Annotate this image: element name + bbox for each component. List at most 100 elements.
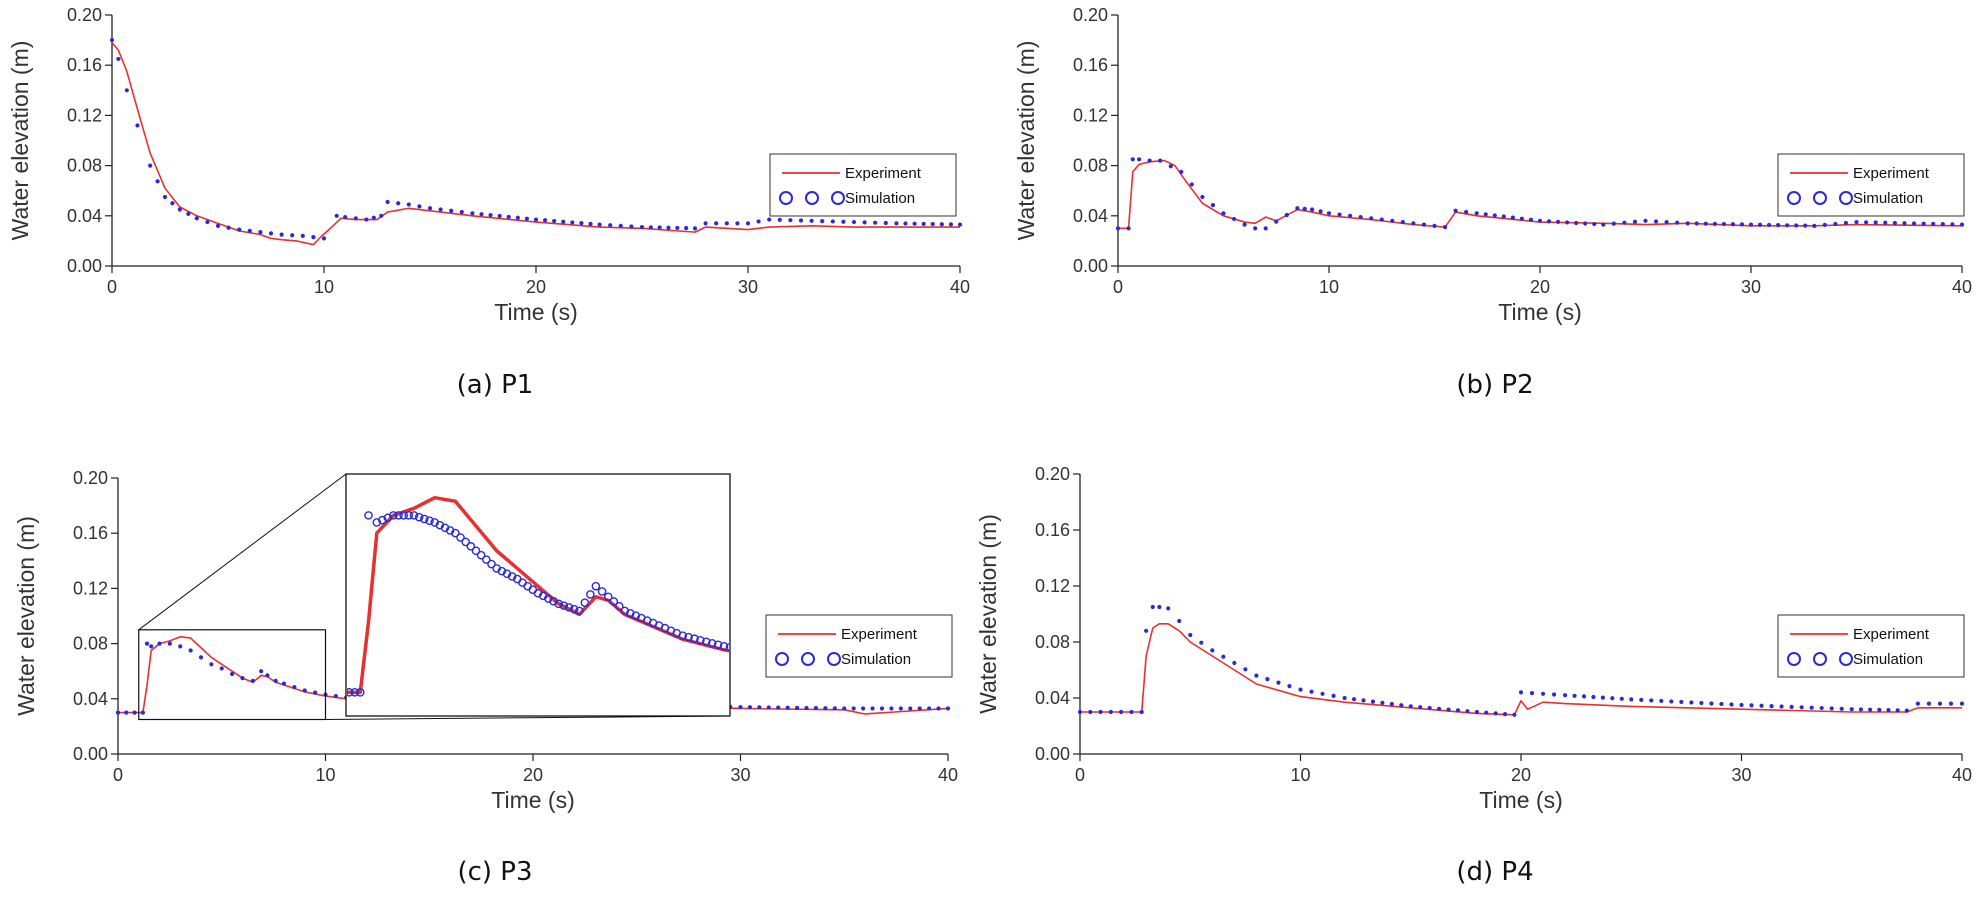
simulation-point	[1931, 221, 1936, 227]
simulation-point	[1903, 678, 1910, 685]
simulation-point	[1210, 203, 1216, 208]
simulation-point	[1639, 676, 1646, 683]
simulation-point	[1757, 222, 1763, 227]
simulation-point	[1146, 662, 1153, 669]
simulation-point	[290, 233, 295, 238]
simulation-point	[620, 606, 630, 616]
simulation-point	[1799, 705, 1804, 710]
simulation-point	[1437, 706, 1442, 711]
simulation-point	[178, 644, 183, 649]
simulation-point	[1295, 206, 1300, 211]
simulation-point	[1075, 652, 1082, 659]
simulation-point	[1691, 677, 1698, 684]
simulation-point	[1157, 604, 1162, 610]
simulation-point	[247, 228, 252, 233]
simulation-point	[1318, 661, 1325, 668]
simulation-point	[1150, 604, 1155, 610]
y-tick-label: 0.12	[1073, 105, 1108, 125]
simulation-point	[209, 662, 214, 667]
simulation-point	[292, 684, 297, 690]
simulation-point	[756, 219, 761, 224]
simulation-point	[1662, 677, 1669, 684]
simulation-point	[564, 603, 574, 612]
simulation-point	[1483, 212, 1488, 217]
simulation-point	[420, 514, 429, 524]
simulation-point	[1529, 674, 1536, 681]
simulation-point	[449, 208, 454, 213]
x-tick-label: 40	[1952, 277, 1972, 297]
simulation-point	[1851, 678, 1858, 685]
simulation-point	[1604, 676, 1611, 683]
legend-simulation-label: Simulation	[845, 190, 915, 207]
simulation-point	[1352, 665, 1359, 672]
simulation-point	[1382, 666, 1389, 673]
simulation-point	[707, 638, 717, 648]
simulation-point	[313, 690, 318, 695]
simulation-point	[1340, 664, 1347, 671]
simulation-point	[1703, 221, 1708, 226]
simulation-point	[1388, 667, 1395, 674]
simulation-point	[109, 38, 115, 43]
simulation-point	[1331, 693, 1336, 699]
simulation-point	[967, 672, 974, 679]
simulation-point	[1405, 668, 1412, 675]
simulation-point	[767, 217, 772, 222]
simulation-point	[1320, 691, 1325, 696]
simulation-point	[466, 542, 476, 551]
simulation-point	[1278, 657, 1285, 664]
legend-simulation-marker	[779, 191, 793, 205]
simulation-point	[1874, 678, 1881, 685]
simulation-point	[1669, 699, 1674, 704]
simulation-point	[124, 88, 129, 93]
y-tick-label: 0.08	[1073, 156, 1108, 176]
simulation-point	[1581, 694, 1587, 699]
simulation-point	[1193, 668, 1200, 675]
simulation-point	[1130, 157, 1135, 162]
simulation-point	[1284, 658, 1291, 665]
simulation-point	[1633, 676, 1640, 683]
simulation-point	[1380, 700, 1385, 705]
simulation-point	[1583, 221, 1588, 226]
simulation-point	[1551, 692, 1557, 697]
simulation-point	[1205, 669, 1212, 676]
simulation-point	[476, 550, 486, 560]
simulation-point	[1116, 657, 1123, 664]
simulation-point	[713, 640, 723, 650]
simulation-point	[725, 643, 729, 652]
simulation-point	[1685, 677, 1692, 684]
simulation-point	[917, 706, 922, 711]
simulation-point	[908, 706, 913, 711]
simulation-point	[456, 533, 465, 542]
simulation-point	[1709, 701, 1714, 706]
simulation-point	[1108, 709, 1113, 715]
simulation-point	[1685, 221, 1690, 226]
simulation-point	[542, 218, 548, 223]
simulation-point	[894, 221, 899, 226]
simulation-point	[597, 222, 602, 227]
simulation-point	[1877, 707, 1882, 713]
simulation-point	[1719, 678, 1726, 685]
simulation-point	[258, 230, 263, 235]
y-tick-label: 0.16	[1035, 520, 1070, 540]
simulation-point	[1263, 670, 1270, 677]
simulation-point	[1221, 654, 1226, 659]
simulation-point	[1254, 673, 1259, 678]
simulation-point	[385, 199, 390, 205]
simulation-point	[626, 608, 635, 618]
simulation-point	[1611, 221, 1616, 226]
simulation-point	[487, 559, 496, 569]
simulation-point	[1253, 226, 1258, 231]
simulation-point	[1069, 651, 1076, 658]
simulation-point	[1679, 699, 1684, 705]
simulation-point	[1541, 674, 1548, 681]
simulation-point	[135, 123, 140, 128]
simulation-point	[701, 637, 711, 647]
legend-simulation-label: Simulation	[1853, 651, 1923, 668]
experiment-series-line	[111, 42, 960, 246]
simulation-point	[851, 219, 857, 225]
simulation-point	[1809, 705, 1814, 710]
simulation-point	[1379, 217, 1384, 222]
simulation-point	[343, 214, 348, 220]
simulation-point	[157, 641, 162, 646]
simulation-point	[1284, 212, 1289, 218]
